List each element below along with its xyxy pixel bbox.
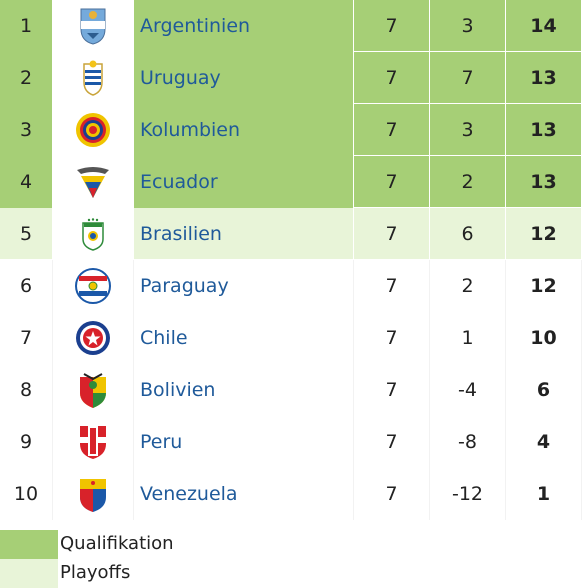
team-link[interactable]: Paraguay: [134, 260, 354, 312]
points-cell: 12: [506, 260, 582, 312]
table-row: 3 Kolumbien 7 3 13: [0, 104, 582, 156]
standings-table: 1 Argentinien 7 3 14 2 Uruguay 7: [0, 0, 582, 520]
goal-diff-cell: 2: [430, 156, 506, 208]
goal-diff-cell: -8: [430, 416, 506, 468]
team-link[interactable]: Peru: [134, 416, 354, 468]
rank-cell: 2: [0, 52, 53, 104]
goal-diff-cell: 7: [430, 52, 506, 104]
brazil-flag-icon: [53, 208, 134, 260]
team-link[interactable]: Brasilien: [134, 208, 354, 260]
points-cell: 12: [506, 208, 582, 260]
rank-cell: 6: [0, 260, 53, 312]
goal-diff-cell: -4: [430, 364, 506, 416]
team-link[interactable]: Uruguay: [134, 52, 354, 104]
played-cell: 7: [354, 0, 430, 52]
legend-label: Qualifikation: [60, 533, 174, 554]
qualifikation-swatch: [0, 530, 58, 559]
venezuela-flag-icon: [53, 468, 134, 520]
peru-flag-icon: [53, 416, 134, 468]
table-row: 7 Chile 7 1 10: [0, 312, 582, 364]
team-link[interactable]: Kolumbien: [134, 104, 354, 156]
played-cell: 7: [354, 156, 430, 208]
ecuador-flag-icon: [53, 156, 134, 208]
playoffs-swatch: [0, 559, 58, 588]
goal-diff-cell: 3: [430, 0, 506, 52]
rank-cell: 4: [0, 156, 53, 208]
goal-diff-cell: 1: [430, 312, 506, 364]
table-row: 5 Brasilien 7 6 12: [0, 208, 582, 260]
legend: Qualifikation Playoffs: [0, 530, 582, 588]
played-cell: 7: [354, 468, 430, 520]
bolivia-flag-icon: [53, 364, 134, 416]
legend-item-qualifikation: Qualifikation: [0, 530, 582, 559]
points-cell: 4: [506, 416, 582, 468]
points-cell: 14: [506, 0, 582, 52]
rank-cell: 8: [0, 364, 53, 416]
table-row: 9 Peru 7 -8 4: [0, 416, 582, 468]
table-row: 1 Argentinien 7 3 14: [0, 0, 582, 52]
legend-label: Playoffs: [60, 562, 131, 583]
rank-cell: 3: [0, 104, 53, 156]
team-link[interactable]: Chile: [134, 312, 354, 364]
team-link[interactable]: Bolivien: [134, 364, 354, 416]
table-row: 2 Uruguay 7 7 13: [0, 52, 582, 104]
points-cell: 6: [506, 364, 582, 416]
played-cell: 7: [354, 364, 430, 416]
team-link[interactable]: Ecuador: [134, 156, 354, 208]
rank-cell: 10: [0, 468, 53, 520]
points-cell: 10: [506, 312, 582, 364]
played-cell: 7: [354, 208, 430, 260]
points-cell: 13: [506, 104, 582, 156]
rank-cell: 1: [0, 0, 53, 52]
played-cell: 7: [354, 416, 430, 468]
argentina-flag-icon: [53, 0, 134, 52]
goal-diff-cell: 3: [430, 104, 506, 156]
team-link[interactable]: Venezuela: [134, 468, 354, 520]
table-row: 4 Ecuador 7 2 13: [0, 156, 582, 208]
chile-flag-icon: [53, 312, 134, 364]
rank-cell: 9: [0, 416, 53, 468]
played-cell: 7: [354, 312, 430, 364]
goal-diff-cell: 2: [430, 260, 506, 312]
points-cell: 13: [506, 52, 582, 104]
played-cell: 7: [354, 52, 430, 104]
paraguay-flag-icon: [53, 260, 134, 312]
legend-item-playoffs: Playoffs: [0, 559, 582, 588]
goal-diff-cell: 6: [430, 208, 506, 260]
played-cell: 7: [354, 104, 430, 156]
points-cell: 1: [506, 468, 582, 520]
colombia-flag-icon: [53, 104, 134, 156]
rank-cell: 7: [0, 312, 53, 364]
table-row: 10 Venezuela 7 -12 1: [0, 468, 582, 520]
team-link[interactable]: Argentinien: [134, 0, 354, 52]
goal-diff-cell: -12: [430, 468, 506, 520]
table-row: 8 Bolivien 7 -4 6: [0, 364, 582, 416]
table-row: 6 Paraguay 7 2 12: [0, 260, 582, 312]
rank-cell: 5: [0, 208, 53, 260]
points-cell: 13: [506, 156, 582, 208]
uruguay-flag-icon: [53, 52, 134, 104]
played-cell: 7: [354, 260, 430, 312]
